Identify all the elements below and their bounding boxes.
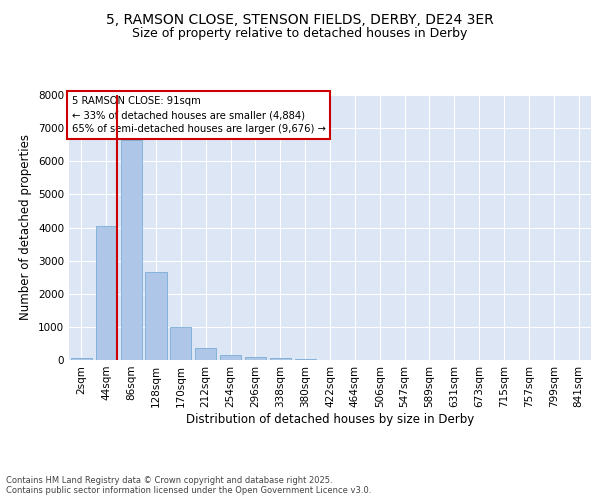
Bar <box>270 358 291 360</box>
Bar <box>220 355 241 360</box>
Text: Contains HM Land Registry data © Crown copyright and database right 2025.: Contains HM Land Registry data © Crown c… <box>6 476 332 485</box>
Bar <box>245 356 266 360</box>
Text: 5 RAMSON CLOSE: 91sqm
← 33% of detached houses are smaller (4,884)
65% of semi-d: 5 RAMSON CLOSE: 91sqm ← 33% of detached … <box>71 96 325 134</box>
Bar <box>145 272 167 360</box>
Bar <box>71 358 92 360</box>
Text: Size of property relative to detached houses in Derby: Size of property relative to detached ho… <box>133 28 467 40</box>
Text: Contains public sector information licensed under the Open Government Licence v3: Contains public sector information licen… <box>6 486 371 495</box>
Text: 5, RAMSON CLOSE, STENSON FIELDS, DERBY, DE24 3ER: 5, RAMSON CLOSE, STENSON FIELDS, DERBY, … <box>106 12 494 26</box>
Bar <box>170 327 191 360</box>
Bar <box>121 140 142 360</box>
Bar <box>195 348 216 360</box>
Bar <box>96 226 117 360</box>
X-axis label: Distribution of detached houses by size in Derby: Distribution of detached houses by size … <box>186 412 474 426</box>
Y-axis label: Number of detached properties: Number of detached properties <box>19 134 32 320</box>
